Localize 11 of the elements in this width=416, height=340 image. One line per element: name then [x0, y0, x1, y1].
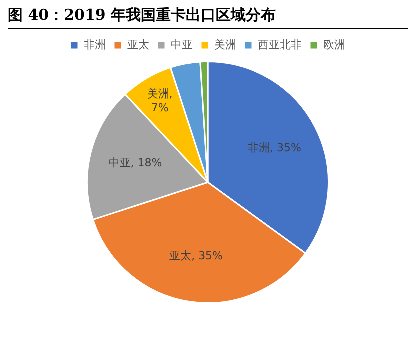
data-label: 美洲, 7%	[147, 87, 173, 114]
legend-label: 非洲	[84, 38, 106, 52]
chart-title: 图 40：2019 年我国重卡出口区域分布	[8, 6, 408, 29]
data-label: 亚太, 35%	[170, 249, 224, 262]
legend-label: 美洲	[214, 38, 236, 52]
legend-label: 亚太	[128, 38, 150, 52]
legend-label: 中亚	[171, 38, 193, 52]
data-label: 中亚, 18%	[108, 156, 162, 170]
data-label: 非洲, 35%	[248, 141, 302, 154]
legend-label: 西亚北非	[258, 38, 302, 52]
legend-label: 欧洲	[324, 38, 346, 52]
